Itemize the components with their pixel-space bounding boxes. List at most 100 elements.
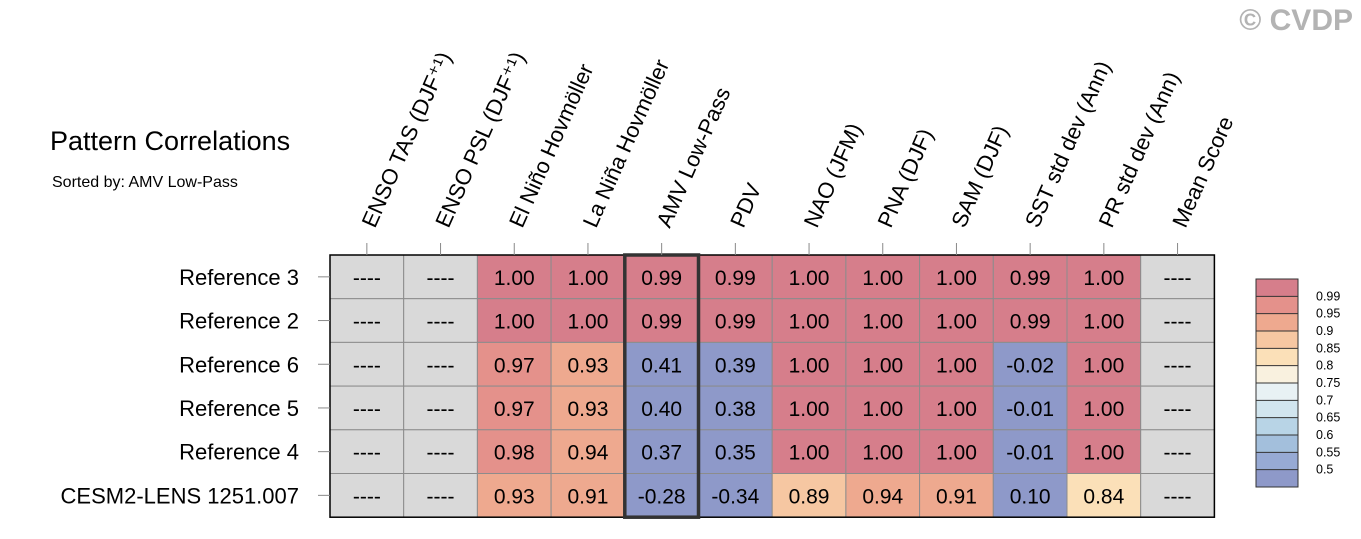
cell-value-label: 0.97 — [494, 398, 535, 421]
heatmap-cell — [403, 254, 478, 300]
heatmap-cell — [476, 385, 552, 431]
colorbar-frame — [1255, 278, 1299, 488]
cell-value-label: ---- — [1164, 398, 1192, 421]
row-label: Reference 2 — [179, 309, 299, 334]
cell-value-label: 1.00 — [862, 354, 903, 377]
chart-subtitle: Sorted by: AMV Low-Pass — [52, 174, 238, 191]
cell-value-label: -0.01 — [1006, 442, 1054, 465]
cell-value-label: 1.00 — [936, 398, 977, 421]
heatmap-cell — [698, 298, 773, 343]
cell-value-label: ---- — [427, 485, 455, 508]
colorbar-tick-label: 0.6 — [1316, 428, 1333, 442]
heatmap-cell — [1066, 385, 1142, 431]
column-label: AMV Low-Pass — [651, 83, 735, 231]
cell-value-label: 1.00 — [936, 354, 977, 377]
heatmap-cell — [550, 429, 626, 474]
heatmap-frame — [329, 254, 1216, 518]
heatmap-cell — [1140, 254, 1215, 300]
colorbar-segment — [1256, 348, 1298, 366]
cell-value-label: ---- — [1164, 267, 1192, 290]
heatmap-cell — [1066, 473, 1142, 518]
cell-value-label: 1.00 — [936, 267, 977, 290]
cell-value-label: -0.28 — [638, 485, 686, 508]
heatmap-cell — [550, 473, 626, 518]
heatmap-cell — [1066, 429, 1142, 474]
cell-value-label: ---- — [1164, 354, 1192, 377]
colorbar-segment — [1256, 469, 1298, 487]
heatmap-cell — [771, 385, 847, 431]
cell-value-label: ---- — [427, 311, 455, 334]
cell-value-label: 0.35 — [715, 442, 756, 465]
colorbar-segment — [1256, 400, 1298, 418]
colorbar-tick-label: 0.5 — [1316, 463, 1333, 477]
cell-value-label: ---- — [1164, 442, 1192, 465]
colorbar-tick-label: 0.65 — [1316, 411, 1340, 425]
colorbar-segment — [1256, 279, 1298, 297]
cell-value-label: 1.00 — [862, 311, 903, 334]
cell-value-label: 1.00 — [1083, 354, 1124, 377]
colorbar-segment — [1256, 383, 1298, 401]
cell-value-label: 1.00 — [494, 311, 535, 334]
cell-value-label: ---- — [353, 354, 381, 377]
cell-value-label: 0.99 — [1010, 311, 1051, 334]
cell-value-label: 0.94 — [568, 442, 609, 465]
cell-value-label: 1.00 — [1083, 311, 1124, 334]
colorbar-tick-label: 0.9 — [1316, 324, 1333, 338]
cell-value-label: 0.40 — [641, 398, 682, 421]
cell-value-label: 1.00 — [568, 311, 609, 334]
cell-value-label: 1.00 — [862, 398, 903, 421]
colorbar-tick-label: 0.75 — [1316, 376, 1340, 390]
colorbar-tick-label: 0.7 — [1316, 393, 1333, 407]
chart-title: Pattern Correlations — [50, 126, 291, 156]
cell-value-label: -0.01 — [1006, 398, 1054, 421]
cell-value-label: 0.91 — [568, 485, 609, 508]
heatmap-cell — [992, 341, 1068, 387]
cell-value-label: -0.02 — [1006, 354, 1054, 377]
colorbar-segment — [1256, 452, 1298, 470]
cell-value-label: 0.93 — [568, 398, 609, 421]
heatmap-cell — [624, 429, 699, 474]
cell-value-label: ---- — [1164, 311, 1192, 334]
cell-value-label: 1.00 — [1083, 398, 1124, 421]
column-label: PDV — [725, 179, 766, 231]
cell-value-label: 0.98 — [494, 442, 535, 465]
row-label: Reference 6 — [179, 352, 299, 377]
heatmap-cell — [403, 473, 478, 518]
heatmap-cell — [919, 298, 994, 343]
cell-value-label: ---- — [353, 267, 381, 290]
cell-value-label: 1.00 — [789, 354, 830, 377]
cell-value-label: 0.99 — [715, 267, 756, 290]
heatmap-cell — [329, 429, 405, 474]
cell-value-label: ---- — [353, 442, 381, 465]
row-label: CESM2-LENS 1251.007 — [61, 483, 299, 508]
cell-value-label: 0.91 — [936, 485, 977, 508]
colorbar-tick-label: 0.85 — [1316, 341, 1340, 355]
heatmap-cell — [919, 473, 994, 518]
heatmap-cell — [403, 385, 478, 431]
heatmap-cell — [476, 341, 552, 387]
heatmap-cell — [698, 385, 773, 431]
cell-value-label: 1.00 — [494, 267, 535, 290]
cell-value-label: 0.99 — [715, 311, 756, 334]
heatmap-cell — [329, 385, 405, 431]
cell-value-label: 1.00 — [568, 267, 609, 290]
colorbar-segment — [1256, 365, 1298, 383]
cell-value-label: ---- — [353, 485, 381, 508]
heatmap-cell — [771, 298, 847, 343]
row-label: Reference 3 — [179, 265, 299, 290]
cell-value-label: ---- — [427, 442, 455, 465]
heatmap-cell — [1066, 254, 1142, 300]
cell-value-label: -0.34 — [711, 485, 759, 508]
cell-value-label: 1.00 — [1083, 267, 1124, 290]
colorbar-tick-label: 0.99 — [1316, 289, 1340, 303]
column-label: NAO (JFM) — [799, 119, 867, 231]
cell-value-label: ---- — [427, 398, 455, 421]
copyright-watermark: © CVDP — [1239, 4, 1353, 37]
colorbar-segment — [1256, 417, 1298, 435]
heatmap-cell — [1140, 429, 1215, 474]
cell-value-label: 1.00 — [936, 311, 977, 334]
heatmap-cell — [992, 385, 1068, 431]
heatmap-cell — [624, 298, 699, 343]
heatmap-cell — [845, 254, 921, 300]
cell-value-label: 0.38 — [715, 398, 756, 421]
